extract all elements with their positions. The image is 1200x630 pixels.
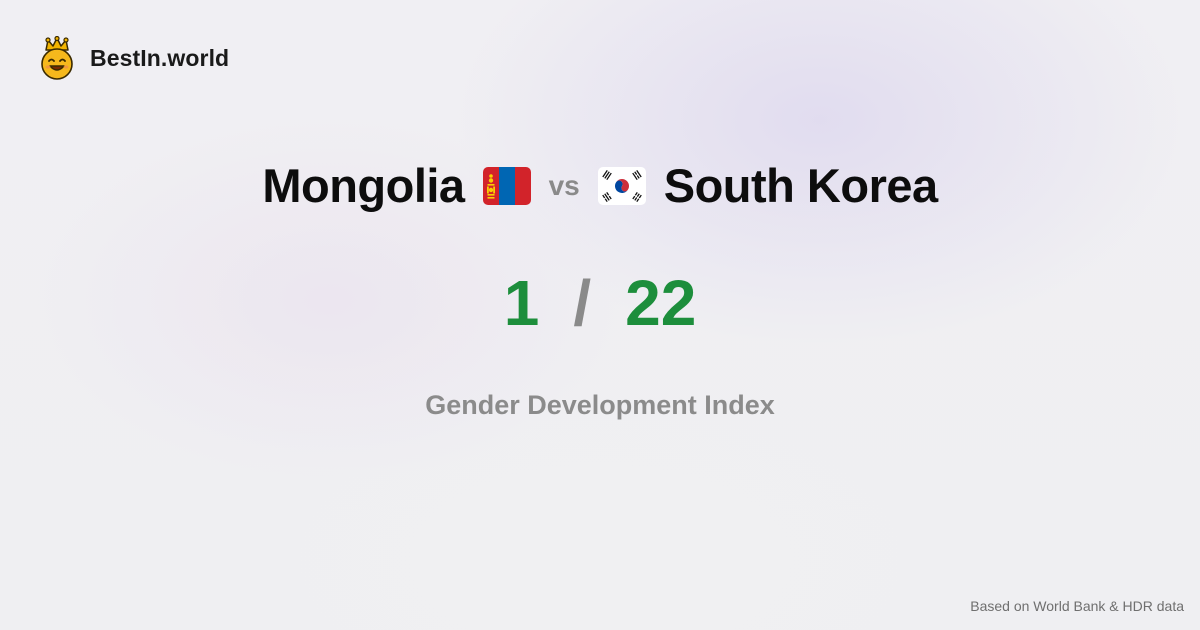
score-value-a: 1: [503, 267, 540, 339]
brand-name: BestIn.world: [90, 44, 230, 71]
source-note: Based on World Bank & HDR data: [970, 598, 1184, 614]
country-a-name: Mongolia: [262, 159, 465, 212]
brand[interactable]: BestIn.world: [38, 36, 229, 80]
crown-smiley-icon: [41, 36, 73, 80]
south-korea-flag-icon: [597, 166, 646, 205]
score-display: 1 / 22: [0, 266, 1200, 340]
comparison-heading: Mongolia vs: [0, 158, 1200, 213]
metric-label: Gender Development Index: [425, 390, 775, 420]
country-b-name: South Korea: [663, 159, 938, 212]
score-separator: /: [573, 267, 592, 339]
mongolia-flag-icon: [482, 166, 531, 205]
vs-label: vs: [548, 169, 580, 201]
score-value-b: 22: [625, 267, 697, 339]
